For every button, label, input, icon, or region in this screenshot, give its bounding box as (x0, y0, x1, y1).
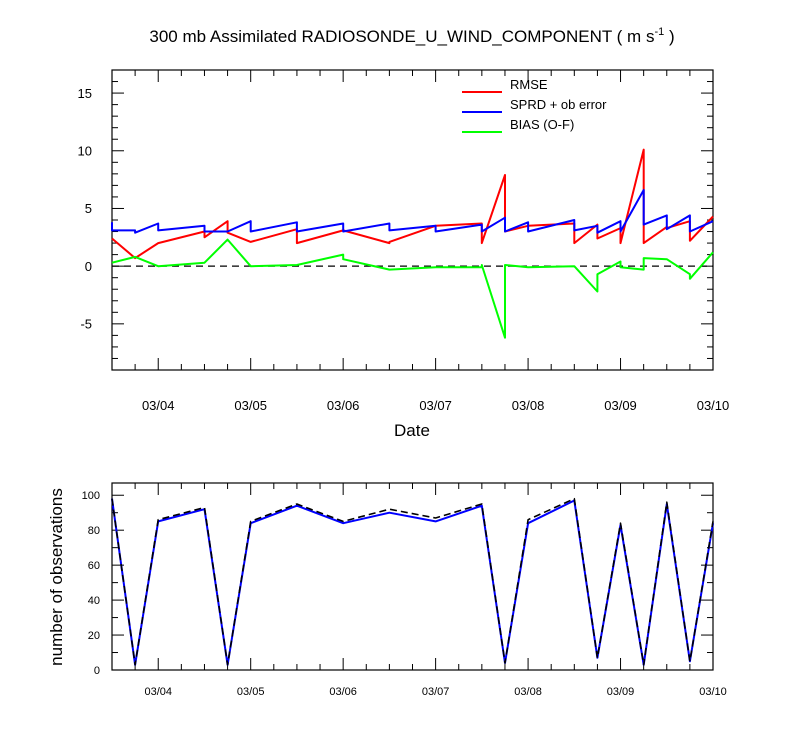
chart-title-superscript: -1 (654, 26, 664, 38)
chart-title: 300 mb Assimilated RADIOSONDE_U_WIND_COM… (149, 26, 674, 46)
x-tick-label: 03/09 (607, 686, 635, 698)
y-tick-label: 40 (88, 595, 100, 607)
bottom-plot-area: 03/04 03/05 03/06 03/07 03/08 03/09 03/10 0 20 40… (82, 482, 727, 698)
x-tick-label: 03/09 (604, 398, 637, 413)
x-axis-title: Date (394, 421, 430, 440)
x-tick-label: 03/08 (514, 686, 542, 698)
x-tick-label: 03/08 (512, 398, 545, 413)
legend-label: RMSE (510, 77, 548, 92)
legend-label: SPRD + ob error (510, 97, 607, 112)
legend-label: BIAS (O-F) (510, 117, 574, 132)
series-line-bias-o-f (111, 238, 714, 339)
x-tick-label: 03/04 (144, 686, 172, 698)
chart-title-main: 300 mb Assimilated RADIOSONDE_U_WIND_COM… (149, 27, 654, 46)
chart-title-suffix: ) (664, 27, 674, 46)
x-tick-label: 03/10 (699, 686, 727, 698)
y-tick-label: 100 (82, 490, 100, 502)
series-line-observations-total (111, 497, 714, 666)
y-tick-label: 60 (88, 560, 100, 572)
x-tick-label: 03/10 (697, 398, 730, 413)
y-tick-label: 0 (94, 665, 100, 677)
y-tick-label: 15 (78, 86, 92, 101)
series-line-rmse (111, 148, 714, 260)
y-tick-label: 0 (85, 259, 92, 274)
x-tick-label: 03/05 (237, 686, 265, 698)
y-axis-title-bottom: number of observations (47, 488, 66, 666)
y-tick-label: 80 (88, 525, 100, 537)
y-tick-label: 20 (88, 630, 100, 642)
x-tick-label: 03/07 (422, 686, 450, 698)
x-tick-label: 03/07 (419, 398, 452, 413)
x-tick-label: 03/06 (327, 398, 360, 413)
plot-frame (111, 69, 714, 371)
y-tick-label: 5 (85, 201, 92, 216)
series-line-sprd-ob-error (111, 189, 714, 234)
top-plot-area: 03/04 03/05 03/06 03/07 03/08 03/09 03/10 -5 0 5 1… (78, 69, 730, 413)
x-tick-label: 03/06 (329, 686, 357, 698)
y-tick-label: -5 (80, 317, 92, 332)
y-tick-label: 10 (78, 143, 92, 158)
series-line-observations-assimilated (111, 498, 714, 666)
x-tick-label: 03/04 (142, 398, 175, 413)
plot-frame (111, 482, 714, 671)
x-tick-label: 03/05 (234, 398, 267, 413)
